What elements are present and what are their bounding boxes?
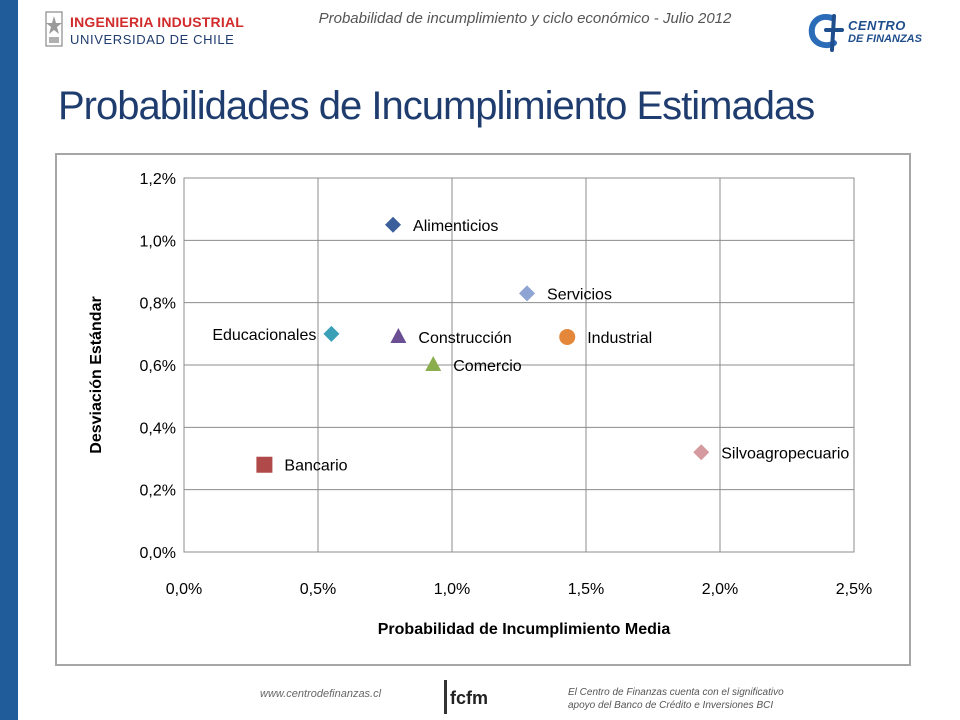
point-alimenticios: [385, 216, 402, 233]
footer-note-line2: apoyo del Banco de Crédito e Inversiones…: [568, 700, 774, 711]
point-bancario: [256, 456, 273, 473]
y-tick-label-5: 1,0%: [140, 233, 176, 250]
point-construccion: [390, 327, 407, 343]
point-industrial: [559, 328, 576, 345]
logo-right-line2: DE FINANZAS: [848, 33, 922, 45]
logo-left-line2: UNIVERSIDAD DE CHILE: [70, 32, 235, 47]
y-tick-label-0: 0,0%: [140, 545, 176, 562]
y-tick-label-6: 1,2%: [140, 171, 176, 188]
footer-note-line1: El Centro de Finanzas cuenta con el sign…: [568, 687, 784, 698]
logo-right-line1: CENTRO: [848, 18, 906, 33]
y-tick-label-2: 0,4%: [140, 420, 176, 437]
x-tick-label-0: 0,0%: [166, 581, 202, 598]
cf-monogram-icon: [808, 14, 844, 52]
point-label-alimenticios: Alimenticios: [413, 218, 498, 235]
y-axis-label: Desviación Estándar: [88, 296, 105, 453]
x-tick-label-2: 1,0%: [434, 581, 470, 598]
chart-frame: 0,0% 0,2% 0,4% 0,6% 0,8% 1,0% 1,2% 0,0% 0,5% 1,0%…: [55, 153, 911, 666]
point-label-educacionales: Educacionales: [212, 327, 316, 344]
point-silvoagropecuario: [693, 444, 710, 461]
x-tick-label-5: 2,5%: [836, 581, 872, 598]
logo-left-line1: INGENIERIA INDUSTRIAL: [70, 14, 245, 30]
x-axis-label: Probabilidad de Incumplimiento Media: [378, 621, 671, 638]
point-comercio: [425, 356, 442, 371]
left-accent-bar: [0, 0, 18, 720]
point-label-servicios: Servicios: [547, 286, 612, 303]
point-label-construccion: Construcción: [418, 330, 511, 347]
point-label-industrial: Industrial: [587, 330, 652, 347]
point-label-comercio: Comercio: [453, 358, 522, 375]
y-tick-label-1: 0,2%: [140, 483, 176, 500]
y-tick-label-3: 0,6%: [140, 358, 176, 375]
footer-note: El Centro de Finanzas cuenta con el sign…: [568, 686, 828, 712]
point-servicios: [519, 285, 536, 302]
fcfm-logo: fcfm: [444, 680, 488, 714]
x-tick-label-1: 0,5%: [300, 581, 336, 598]
x-tick-label-4: 2,0%: [702, 581, 738, 598]
point-label-bancario: Bancario: [284, 458, 347, 475]
plot-area-border: [183, 177, 855, 553]
point-label-silvoagropecuario: Silvoagropecuario: [721, 445, 849, 462]
x-tick-label-3: 1,5%: [568, 581, 604, 598]
centro-de-finanzas-logo: CENTRO DE FINANZAS: [806, 10, 922, 54]
scatter-chart: 0,0% 0,2% 0,4% 0,6% 0,8% 1,0% 1,2% 0,0% 0,5% 1,0%…: [88, 171, 872, 638]
y-tick-label-4: 0,8%: [140, 296, 176, 313]
header-caption: Probabilidad de incumplimiento y ciclo e…: [318, 10, 732, 27]
point-educacionales: [323, 325, 340, 342]
fcfm-logo-text: fcfm: [450, 688, 488, 708]
footer-url[interactable]: www.centrodefinanzas.cl: [260, 688, 382, 700]
ingenieria-industrial-logo: INGENIERIA INDUSTRIAL UNIVERSIDAD DE CHI…: [44, 8, 244, 52]
slide-title: Probabilidades de Incumplimiento Estimad…: [58, 84, 815, 128]
university-crest-icon: [45, 11, 63, 47]
